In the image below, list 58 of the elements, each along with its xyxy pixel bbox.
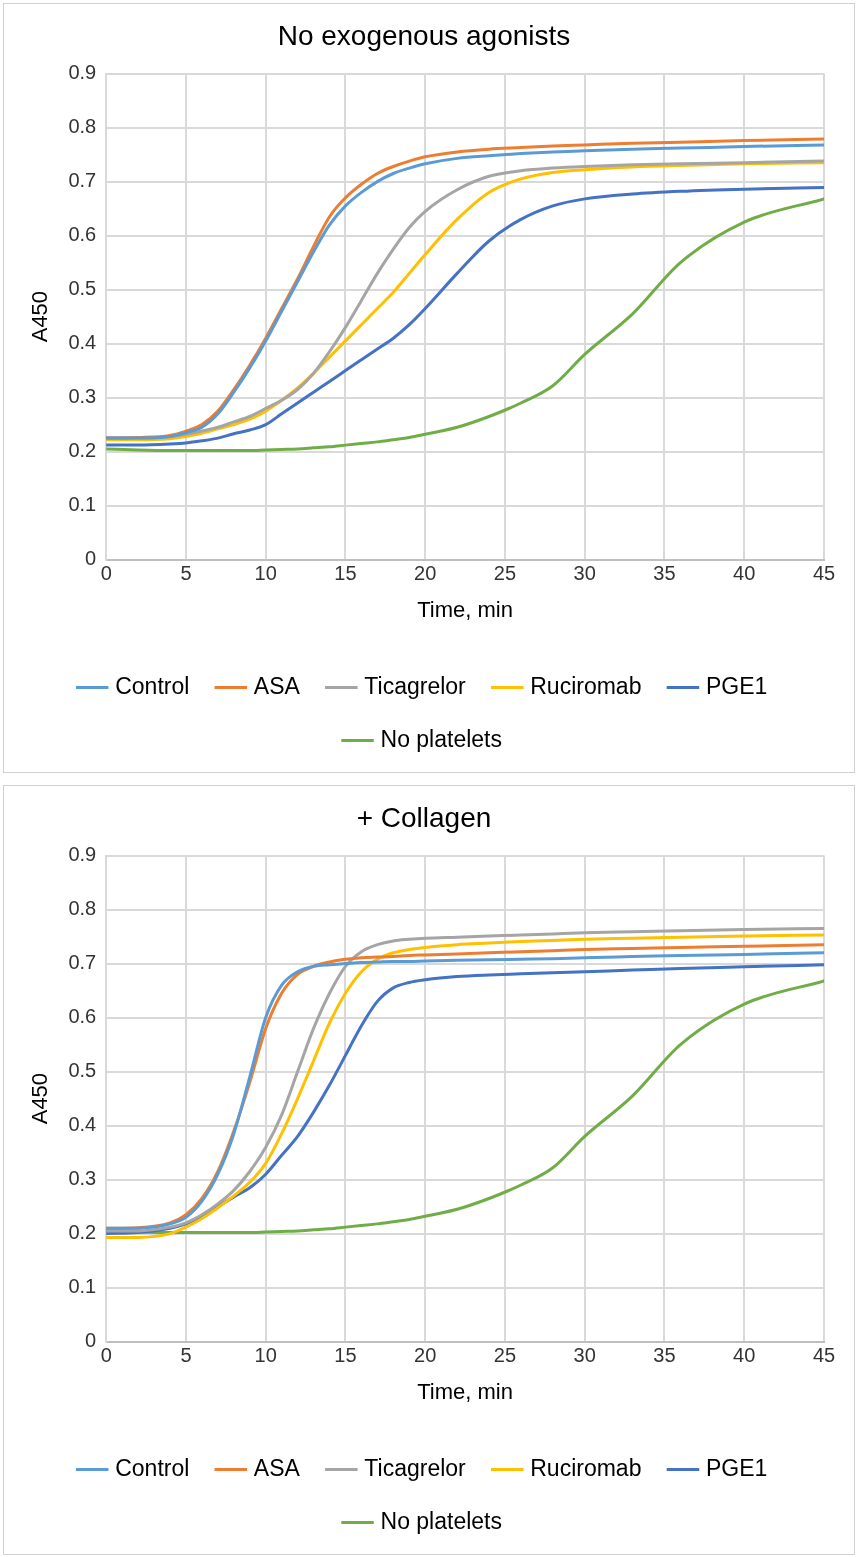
y-tick-label: 0.2: [68, 1221, 97, 1244]
x-tick-label: 30: [573, 1344, 596, 1367]
x-tick-label: 20: [414, 562, 437, 585]
x-tick-label: 40: [733, 562, 756, 585]
y-tick-label: 0.5: [68, 1059, 97, 1082]
x-tick-label: 25: [493, 1344, 517, 1367]
x-tick-label: 5: [180, 562, 192, 585]
x-tick-label: 45: [812, 1344, 836, 1367]
y-axis-title: A450: [27, 1072, 53, 1125]
y-tick-label: 0.3: [68, 1167, 97, 1190]
legend-label: Ruciromab: [530, 1454, 642, 1481]
y-tick-label: 0.1: [68, 1275, 97, 1298]
x-tick-label: 35: [653, 562, 676, 585]
legend-label: PGE1: [705, 1454, 768, 1481]
legend-label: Ticagrelor: [364, 672, 467, 699]
legend-label: PGE1: [705, 672, 768, 699]
x-tick-label: 35: [653, 1344, 676, 1367]
y-tick-label: 0.4: [68, 331, 97, 354]
y-tick-label: 0.2: [68, 439, 97, 462]
legend-label: Control: [115, 672, 190, 699]
x-tick-label: 45: [812, 562, 836, 585]
y-tick-label: 0.8: [68, 897, 97, 920]
chart-title: + Collagen: [356, 801, 492, 833]
y-tick-label: 0.5: [68, 277, 97, 300]
y-tick-label: 0: [85, 547, 97, 570]
legend-label: Ruciromab: [530, 672, 642, 699]
y-tick-label: 0.1: [68, 493, 97, 516]
x-tick-label: 25: [493, 562, 517, 585]
x-tick-label: 40: [733, 1344, 756, 1367]
legend-label: Control: [115, 1454, 190, 1481]
y-tick-label: 0.7: [68, 169, 97, 192]
y-tick-label: 0.9: [68, 843, 97, 866]
y-tick-label: 0.8: [68, 115, 97, 138]
legend-label: ASA: [253, 1454, 301, 1481]
x-tick-label: 20: [414, 1344, 437, 1367]
y-tick-label: 0.4: [68, 1113, 97, 1136]
x-tick-label: 15: [334, 1344, 357, 1367]
y-tick-label: 0.9: [68, 61, 97, 84]
y-tick-label: 0.7: [68, 951, 97, 974]
x-tick-label: 0: [100, 562, 112, 585]
x-axis-title: Time, min: [417, 596, 513, 622]
legend-label: No platelets: [380, 725, 502, 752]
y-tick-label: 0.3: [68, 385, 97, 408]
y-tick-label: 0: [85, 1329, 97, 1352]
legend-label: ASA: [253, 672, 301, 699]
legend-label: No platelets: [380, 1507, 502, 1534]
y-tick-label: 0.6: [68, 1005, 97, 1028]
x-tick-label: 5: [180, 1344, 192, 1367]
y-axis-title: A450: [27, 290, 53, 343]
x-tick-label: 10: [254, 562, 277, 585]
y-tick-label: 0.6: [68, 223, 97, 246]
x-tick-label: 10: [254, 1344, 277, 1367]
x-axis-title: Time, min: [417, 1378, 513, 1404]
legend-label: Ticagrelor: [364, 1454, 467, 1481]
x-tick-label: 30: [573, 562, 596, 585]
x-tick-label: 0: [100, 1344, 112, 1367]
chart-title: No exogenous agonists: [277, 19, 571, 51]
x-tick-label: 15: [334, 562, 357, 585]
